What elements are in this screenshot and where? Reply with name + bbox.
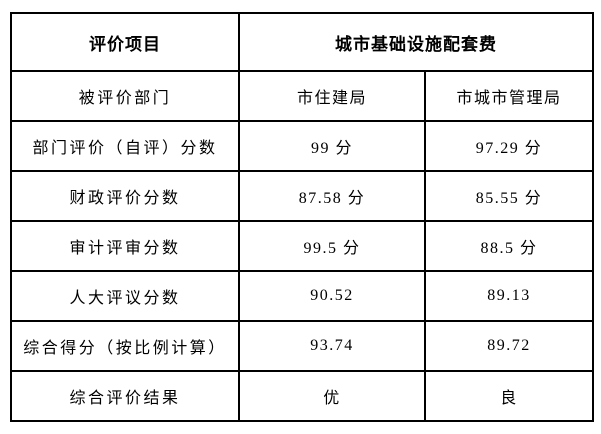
value-finance-score-1: 87.58 分 xyxy=(238,170,426,222)
value-dept-2: 市城市管理局 xyxy=(424,70,594,122)
row-label-peoples-congress-review-score: 人大评议分数 xyxy=(10,270,240,322)
value-composite-score-2: 89.72 xyxy=(424,320,594,372)
row-label-evaluated-department: 被评价部门 xyxy=(10,70,240,122)
table-header-row: 评价项目 城市基础设施配套费 xyxy=(10,12,594,72)
table-row-self-evaluation-score: 部门评价（自评）分数 99 分 97.29 分 xyxy=(10,120,594,172)
value-result-2: 良 xyxy=(424,370,594,422)
table-row-audit-review-score: 审计评审分数 99.5 分 88.5 分 xyxy=(10,220,594,272)
table-row-peoples-congress-review-score: 人大评议分数 90.52 89.13 xyxy=(10,270,594,322)
value-audit-score-2: 88.5 分 xyxy=(424,220,594,272)
header-eval-item-cell: 评价项目 xyxy=(10,12,240,72)
row-label-self-evaluation-score: 部门评价（自评）分数 xyxy=(10,120,240,172)
value-audit-score-1: 99.5 分 xyxy=(238,220,426,272)
table-row-composite-score: 综合得分（按比例计算） 93.74 89.72 xyxy=(10,320,594,372)
value-congress-score-1: 90.52 xyxy=(238,270,426,322)
row-label-composite-score: 综合得分（按比例计算） xyxy=(10,320,240,372)
evaluation-table: 评价项目 城市基础设施配套费 被评价部门 市住建局 市城市管理局 部门评价（自评… xyxy=(10,12,594,422)
table-row-evaluated-department: 被评价部门 市住建局 市城市管理局 xyxy=(10,70,594,122)
value-composite-score-1: 93.74 xyxy=(238,320,426,372)
row-label-audit-review-score: 审计评审分数 xyxy=(10,220,240,272)
value-finance-score-2: 85.55 分 xyxy=(424,170,594,222)
value-self-score-1: 99 分 xyxy=(238,120,426,172)
table-row-overall-evaluation-result: 综合评价结果 优 良 xyxy=(10,370,594,422)
value-dept-1: 市住建局 xyxy=(238,70,426,122)
header-project-cell: 城市基础设施配套费 xyxy=(238,12,594,72)
row-label-finance-evaluation-score: 财政评价分数 xyxy=(10,170,240,222)
row-label-overall-evaluation-result: 综合评价结果 xyxy=(10,370,240,422)
value-congress-score-2: 89.13 xyxy=(424,270,594,322)
value-result-1: 优 xyxy=(238,370,426,422)
value-self-score-2: 97.29 分 xyxy=(424,120,594,172)
table-row-finance-evaluation-score: 财政评价分数 87.58 分 85.55 分 xyxy=(10,170,594,222)
